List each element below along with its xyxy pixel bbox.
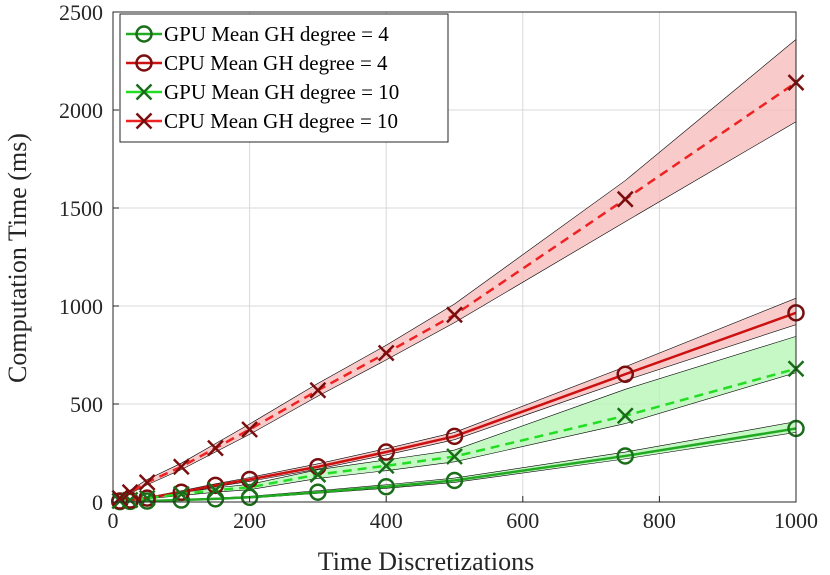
data-point [377,344,395,362]
plot-frame [112,11,797,503]
y-axis-label: Computation Time (ms) [3,133,32,383]
x-tick-label: 800 [643,508,676,533]
data-point [206,476,225,495]
legend-label: CPU Mean GH degree = 4 [164,51,388,75]
data-point [135,25,153,43]
data-point [445,427,464,446]
data-point [240,488,259,507]
y-tick-label: 1000 [59,294,103,319]
data-point [135,112,153,130]
data-point [111,489,129,507]
data-point [616,190,634,208]
data-point [446,448,463,465]
data-point [309,466,327,483]
data-point [377,477,395,496]
legend: GPU Mean GH degree = 4 CPU Mean GH degree… [119,13,449,143]
data-point [377,457,395,475]
y-tick-label: 1500 [59,196,103,221]
series-markers [111,74,805,511]
y-tick-label: 2000 [59,98,103,123]
data-point [135,83,153,101]
data-point [172,485,190,503]
data-point [309,483,327,501]
series-line [119,81,797,500]
data-point [445,471,464,490]
data-point [616,447,634,465]
x-tick-label: 0 [108,508,119,533]
x-tick-label: 400 [370,508,403,533]
axes [112,11,797,503]
data-point [138,489,156,507]
data-point [207,481,224,499]
tick-labels: 0 200 400 600 800 1000 0 500 1000 1500 2000 2500 [59,0,818,533]
x-tick-label: 200 [233,508,266,533]
data-point [377,443,395,461]
data-point [121,483,139,501]
data-point [616,407,634,425]
data-point [207,439,224,457]
data-point [241,478,258,496]
data-point [446,306,463,324]
legend-label: CPU Mean GH degree = 10 [164,109,398,133]
x-tick-label: 1000 [774,508,818,533]
legend-label: GPU Mean GH degree = 4 [164,22,389,46]
data-point [241,421,258,438]
x-tick-label: 600 [506,508,539,533]
legend-box [119,13,449,143]
y-tick-label: 0 [92,490,103,515]
confidence-band [119,335,797,502]
data-point [138,489,156,507]
data-point [172,483,191,501]
legend-label: GPU Mean GH degree = 10 [164,80,399,104]
x-axis-label: Time Discretizations [318,547,534,575]
series-line [119,367,797,503]
y-tick-label: 500 [70,392,103,417]
data-point [138,474,156,491]
data-point [172,458,190,476]
data-point [135,54,153,72]
data-point [616,365,634,383]
data-point [309,381,327,399]
y-tick-label: 2500 [59,0,103,25]
